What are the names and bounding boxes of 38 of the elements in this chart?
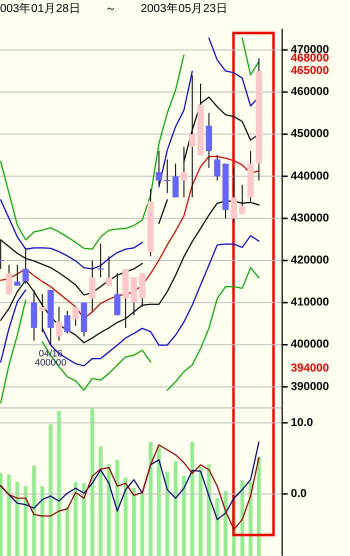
text: 465000 (290, 65, 330, 77)
bar (32, 466, 36, 556)
bar (132, 488, 136, 556)
bar (98, 446, 103, 556)
y-tick-label: 450000 (290, 128, 330, 140)
y-tick-label: 410000 (290, 296, 330, 309)
bar (107, 464, 111, 556)
text: 394000 (290, 362, 330, 374)
y-tick-label: 390000 (290, 380, 330, 393)
y-tick-label: 10.0 (290, 416, 314, 429)
bar (174, 461, 178, 556)
bar (7, 474, 11, 556)
y-tick-label: 440000 (290, 170, 330, 182)
bar (140, 494, 144, 556)
y-tick-label: 430000 (290, 212, 330, 224)
bar (157, 446, 161, 556)
bar (57, 410, 61, 556)
bar (248, 482, 252, 556)
bar (207, 464, 211, 556)
chart-title: 003年01月28日 ～ 2003年05月23日 (0, 2, 228, 15)
bar (190, 442, 194, 556)
bar (257, 456, 261, 556)
bar (182, 476, 186, 556)
bar (48, 424, 53, 556)
bar (82, 483, 86, 556)
line-series (0, 156, 260, 320)
bar (124, 478, 128, 556)
y-tick-label: 0.0 (290, 488, 307, 500)
bar (65, 507, 70, 556)
bar (224, 490, 228, 556)
bar (198, 467, 202, 556)
y-tick-label: 460000 (290, 86, 330, 98)
bar (0, 473, 3, 556)
y-tick-label: 400000 (290, 338, 330, 351)
bar (148, 442, 152, 556)
bar (215, 498, 220, 556)
y-tick-label: 420000 (290, 254, 330, 267)
text: 468000 (290, 52, 330, 64)
